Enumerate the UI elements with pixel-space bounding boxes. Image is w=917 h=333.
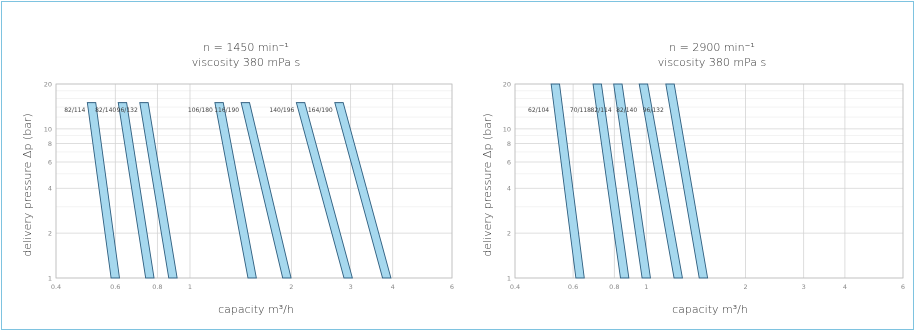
y-axis-label: delivery pressure Δp (bar) xyxy=(21,113,34,257)
series-band-82-140 xyxy=(638,83,683,279)
x-tick-label: 2 xyxy=(744,283,748,291)
series-label: 62/104 xyxy=(528,107,549,114)
x-tick-label: 2 xyxy=(289,283,293,291)
chart-subtitle: viscosity 380 mPa s xyxy=(658,56,767,69)
x-tick-label: 0.8 xyxy=(152,283,162,291)
x-tick-label: 6 xyxy=(450,283,454,291)
series-band-82-114 xyxy=(86,102,121,279)
y-tick-label: 6 xyxy=(48,158,52,166)
series-label: 82/114 xyxy=(64,107,85,114)
x-tick-label: 1 xyxy=(644,283,648,291)
plot-border xyxy=(514,83,904,279)
y-tick-label: 4 xyxy=(48,185,52,193)
series-label: 140/196 xyxy=(269,107,294,114)
x-tick-label: 0.4 xyxy=(510,283,520,291)
chart-title: n = 1450 min⁻¹ xyxy=(203,41,289,54)
y-tick-label: 8 xyxy=(48,140,52,148)
y-tick-label: 10 xyxy=(44,125,52,133)
x-axis-label: capacity m³/h xyxy=(672,303,748,316)
y-tick-label: 2 xyxy=(48,230,52,238)
chart-left: n = 1450 min⁻¹ viscosity 380 mPa s capac… xyxy=(21,41,454,316)
y-tick-label: 8 xyxy=(507,140,511,148)
series-label: 70/118 xyxy=(570,107,591,114)
y-tick-label: 1 xyxy=(507,275,511,283)
y-tick-label: 1 xyxy=(48,275,52,283)
x-tick-label: 0.8 xyxy=(609,283,619,291)
x-tick-label: 6 xyxy=(901,283,905,291)
x-tick-label: 3 xyxy=(349,283,353,291)
series-label: 116/190 xyxy=(214,107,239,114)
x-tick-label: 0.6 xyxy=(110,283,120,291)
series-label: 164/190 xyxy=(308,107,333,114)
series-band-62-104 xyxy=(550,83,585,279)
series-label: 106/180 xyxy=(188,107,213,114)
series-label: 82/114 xyxy=(591,107,612,114)
y-axis-label: delivery pressure Δp (bar) xyxy=(481,113,494,257)
y-tick-label: 10 xyxy=(503,125,511,133)
chart-title: n = 2900 min⁻¹ xyxy=(669,41,755,54)
x-tick-label: 4 xyxy=(391,283,395,291)
y-tick-label: 2 xyxy=(507,230,511,238)
x-tick-label: 0.6 xyxy=(568,283,578,291)
series-label: 96/132 xyxy=(643,107,664,114)
series-band-164-190 xyxy=(334,102,392,279)
x-tick-label: 1 xyxy=(188,283,192,291)
series-band-82-140 xyxy=(117,102,155,279)
x-tick-label: 3 xyxy=(802,283,806,291)
series-label: 96/132 xyxy=(117,107,138,114)
series-band-96-132 xyxy=(139,102,178,279)
chart-right: n = 2900 min⁻¹ viscosity 380 mPa s capac… xyxy=(481,41,905,316)
series-band-116-190 xyxy=(240,102,292,279)
series-band-70-118 xyxy=(592,83,630,279)
series-band-82-114 xyxy=(613,83,652,279)
y-tick-label: 4 xyxy=(507,185,511,193)
series-band-140-196 xyxy=(295,102,353,279)
x-axis-label: capacity m³/h xyxy=(218,303,294,316)
x-tick-label: 0.4 xyxy=(51,283,61,291)
series-label: 82/140 xyxy=(95,107,116,114)
series-band-96-132 xyxy=(665,83,709,279)
x-tick-label: 4 xyxy=(843,283,847,291)
y-tick-label: 20 xyxy=(44,81,52,89)
series-band-106-180 xyxy=(214,102,257,279)
chart-subtitle: viscosity 380 mPa s xyxy=(192,56,301,69)
y-tick-label: 20 xyxy=(503,81,511,89)
y-tick-label: 6 xyxy=(507,158,511,166)
series-label: 82/140 xyxy=(616,107,637,114)
